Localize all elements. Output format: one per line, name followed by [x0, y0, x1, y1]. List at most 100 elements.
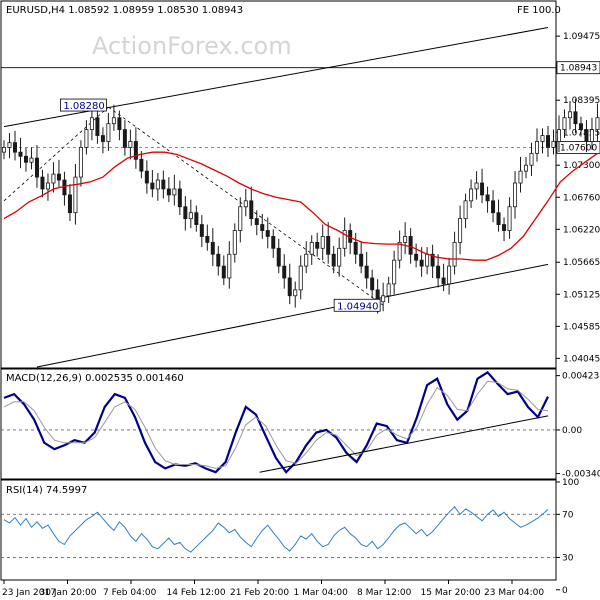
time-tick-label: 15 Mar 20:00 [421, 588, 481, 598]
macd-tick-label: -0.003404 [562, 470, 600, 480]
candle-body [513, 182, 518, 208]
price-tick-label: 1.07300 [563, 161, 600, 171]
candle-body [518, 170, 523, 184]
price-tick-label: 1.06760 [563, 193, 600, 203]
macd-title: MACD(12,26,9) 0.002535 0.001460 [6, 373, 184, 384]
candle-body [40, 176, 45, 190]
candle-body [573, 111, 578, 125]
candle-body [370, 277, 375, 291]
candle-body [546, 135, 551, 148]
candle-body [578, 123, 583, 131]
rsi-tick-label: 0 [562, 586, 568, 596]
price-tick-label: 1.05665 [563, 258, 600, 268]
candle-body [144, 170, 149, 184]
candle-body [331, 253, 336, 267]
candle-body [84, 129, 89, 148]
candle-body [282, 265, 287, 279]
rsi-line [3, 506, 549, 553]
rsi-lines [1, 506, 556, 558]
candle-body [359, 253, 364, 267]
candle-body [342, 230, 347, 249]
candle-body [177, 188, 182, 208]
candle-body [199, 224, 204, 237]
time-tick-label: 23 Mar 04:00 [484, 588, 544, 598]
candle-body [589, 129, 594, 142]
candle-body [45, 182, 50, 190]
candle-body [540, 135, 545, 142]
rsi-axis-ticks: 100 70 30 0 [556, 478, 579, 596]
candle-body [18, 151, 23, 157]
annotation-box [60, 98, 107, 112]
price-axis-ticks: 1.09475 1.08395 1.07855 1.07300 1.06760 1.062… [556, 32, 600, 364]
candle-body [551, 141, 556, 148]
candle-body [529, 152, 534, 166]
annotation-label: 1.04940 [337, 301, 378, 312]
watermark-text: ActionForex.com [92, 32, 292, 60]
price-tick-label: 1.06220 [563, 225, 600, 235]
candle-body [485, 194, 490, 202]
candle-body [111, 117, 116, 125]
candle-body [474, 182, 479, 190]
candle-body [304, 253, 309, 267]
time-tick-label: 30 Jan 20:00 [40, 588, 97, 598]
candle-body [216, 253, 221, 267]
candle-body [337, 247, 342, 267]
candle-body [491, 200, 496, 214]
candle-body [458, 218, 463, 243]
price-level-box [556, 141, 600, 154]
candle-body [392, 259, 397, 285]
candle-body [480, 182, 485, 196]
candle-body [62, 179, 67, 196]
price-candles [2, 98, 600, 314]
candle-body [595, 117, 600, 131]
candle-body [106, 123, 111, 142]
macd-tick-label: 0.004238 [562, 372, 600, 382]
candle-body [194, 212, 199, 225]
candle-body [562, 117, 567, 131]
candle-body [452, 241, 457, 267]
candle-body [238, 206, 243, 231]
price-tick-label: 1.04045 [563, 354, 600, 364]
macd-signal-line [3, 380, 549, 469]
candle-body [51, 173, 56, 184]
candle-body [502, 224, 507, 231]
candle-body [293, 289, 298, 297]
candle-body [353, 241, 358, 255]
candle-body [271, 236, 276, 249]
candle-body [100, 135, 105, 142]
candle-body [172, 188, 177, 196]
candle-body [430, 253, 435, 267]
candle-body [205, 236, 210, 243]
candle-body [436, 265, 441, 279]
time-tick-label: 14 Feb 12:00 [167, 588, 226, 598]
candle-body [122, 129, 127, 148]
candle-body [584, 129, 589, 142]
candle-body [524, 164, 529, 172]
price-tick-label: 1.08395 [563, 96, 600, 106]
candle-body [117, 117, 122, 131]
price-level-label: 1.08943 [560, 64, 597, 74]
candle-body [232, 230, 237, 255]
candle-body [188, 212, 193, 220]
candle-body [249, 200, 254, 220]
candle-body [128, 141, 133, 148]
candle-body [227, 253, 232, 279]
fe-label: FE 100.0 [517, 5, 561, 16]
candle-body [287, 277, 292, 297]
candle-body [507, 206, 512, 231]
candle-body [139, 158, 144, 172]
time-tick-label: 21 Feb 20:00 [230, 588, 289, 598]
candle-body [210, 241, 215, 255]
candle-body [309, 241, 314, 255]
candle-body [155, 179, 160, 190]
candle-body [78, 147, 83, 178]
candle-body [34, 157, 39, 178]
candle-body [463, 200, 468, 220]
candle-body [243, 200, 248, 208]
candle-body [469, 188, 474, 202]
candle-body [535, 141, 540, 154]
annotation-box [333, 298, 381, 312]
candle-body [221, 265, 226, 279]
annotation-label: 1.08280 [63, 101, 104, 112]
